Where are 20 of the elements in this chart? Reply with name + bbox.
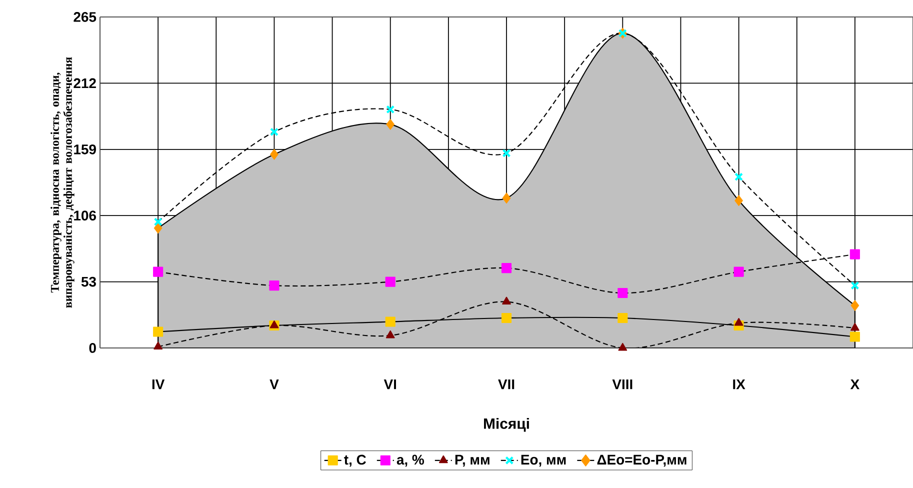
- y-tick-label: 159: [74, 144, 96, 154]
- x-tick-label: VII: [498, 380, 514, 390]
- x-axis-title: Місяці: [484, 418, 529, 432]
- y-tick-label: 212: [74, 78, 96, 88]
- legend-label: P, мм: [455, 454, 490, 467]
- y-tick-label: 53: [81, 276, 96, 287]
- x-tick-label: IX: [733, 380, 746, 390]
- x-tick-label: IV: [152, 380, 165, 390]
- x-tick-label: VIII: [612, 380, 632, 390]
- y-tick-label: 0: [89, 343, 96, 353]
- x-tick-label: VI: [384, 380, 396, 390]
- y-tick-label: 106: [74, 210, 96, 221]
- x-tick-label: V: [270, 380, 279, 390]
- legend-label: t, C: [344, 454, 366, 467]
- y-axis-title: Температура, відносна вологість, опади, випаровуваність, дефіцит вологозабезпечення: [50, 57, 74, 308]
- legend-label: Eo, мм: [521, 454, 566, 467]
- legend-label: ΔEo=Eo-P,мм: [597, 454, 686, 467]
- x-tick-label: X: [850, 380, 860, 390]
- legend-label: a, %: [396, 454, 424, 467]
- y-tick-label: 265: [74, 12, 96, 22]
